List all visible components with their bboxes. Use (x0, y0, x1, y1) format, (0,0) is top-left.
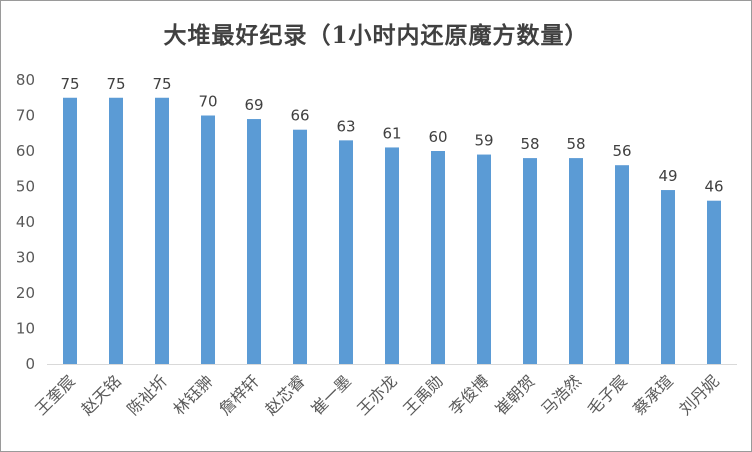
category-label: 詹梓轩 (215, 371, 262, 418)
y-tick-label: 30 (16, 249, 35, 267)
data-label: 66 (290, 107, 309, 125)
y-tick-label: 80 (16, 71, 35, 89)
bar (247, 119, 261, 364)
y-tick-label: 20 (16, 284, 35, 302)
chart-title: 大堆最好纪录（1小时内还原魔方数量） (163, 22, 589, 49)
category-label: 陈祉圻 (123, 371, 170, 418)
bar (615, 165, 629, 364)
category-label: 崔朝贺 (491, 371, 538, 418)
data-label: 63 (336, 117, 355, 135)
data-label: 46 (704, 178, 723, 196)
category-label: 毛子宸 (583, 371, 630, 418)
data-label: 75 (60, 75, 79, 93)
data-label: 58 (520, 135, 539, 153)
bar (569, 158, 583, 364)
y-tick-label: 40 (16, 213, 35, 231)
category-label: 赵芯睿 (261, 371, 308, 418)
data-label: 61 (382, 124, 401, 142)
category-label: 王奎宸 (31, 371, 78, 418)
y-tick-label: 0 (25, 355, 35, 373)
bar (707, 200, 721, 364)
data-label: 69 (244, 96, 263, 114)
y-tick-label: 70 (16, 107, 35, 125)
y-tick-label: 10 (16, 320, 35, 338)
category-label: 刘丹妮 (675, 371, 722, 418)
bar (63, 97, 77, 364)
bar (661, 190, 675, 364)
data-label: 49 (658, 167, 677, 185)
data-label: 75 (106, 75, 125, 93)
bar (523, 158, 537, 364)
data-label: 70 (198, 93, 217, 111)
bar (201, 115, 215, 364)
category-label: 王禹勋 (399, 371, 446, 418)
category-label: 赵天铭 (77, 371, 124, 418)
bar (339, 140, 353, 364)
data-label: 56 (612, 142, 631, 160)
category-label: 崔一墨 (307, 371, 354, 418)
bar (385, 147, 399, 364)
bar (293, 129, 307, 364)
y-tick-label: 60 (16, 142, 35, 160)
category-label: 马浩然 (537, 371, 584, 418)
data-label: 59 (474, 132, 493, 150)
category-label: 蔡承瑄 (629, 371, 676, 418)
bar (155, 97, 169, 364)
data-label: 58 (566, 135, 585, 153)
data-label: 60 (428, 128, 447, 146)
data-label: 75 (152, 75, 171, 93)
bar (477, 154, 491, 364)
y-tick-label: 50 (16, 178, 35, 196)
category-label: 林钰翀 (169, 371, 216, 418)
category-label: 李俊博 (445, 371, 492, 418)
category-label: 王亦龙 (353, 371, 400, 418)
bar (431, 151, 445, 364)
bar (109, 97, 123, 364)
